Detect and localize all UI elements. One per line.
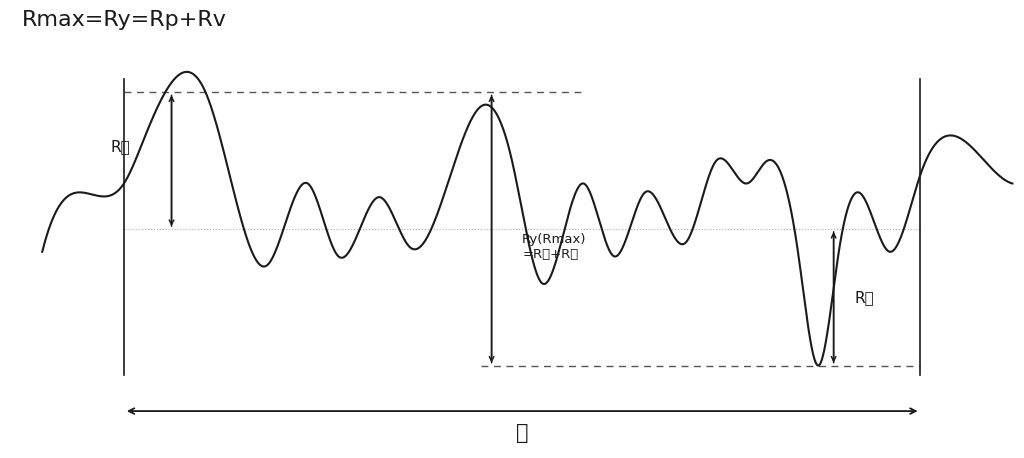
Text: Ry(Rmax)
=R峰+R谷: Ry(Rmax) =R峰+R谷 xyxy=(522,233,587,261)
Text: Rmax=Ry=Rp+Rv: Rmax=Ry=Rp+Rv xyxy=(22,11,226,31)
Text: R峰: R峰 xyxy=(111,140,130,154)
Text: ℓ: ℓ xyxy=(516,425,528,443)
Text: R谷: R谷 xyxy=(854,290,873,305)
